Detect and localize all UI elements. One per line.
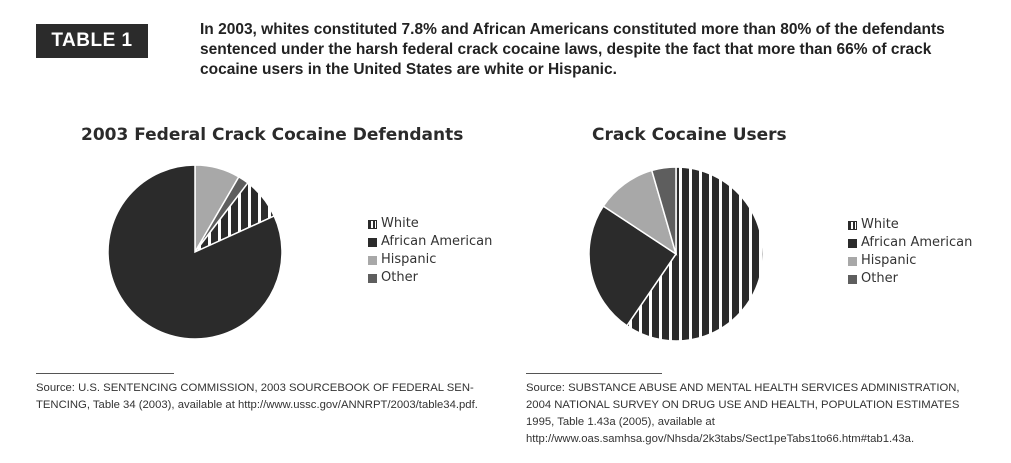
- chart-2-title: Crack Cocaine Users: [592, 125, 787, 145]
- legend-label: Other: [861, 271, 898, 286]
- hispanic-swatch: [368, 255, 377, 265]
- african-american-swatch: [848, 238, 857, 248]
- chart-2-pie: [588, 166, 764, 342]
- pie-slice-other: [650, 166, 677, 255]
- hispanic-swatch: [848, 256, 857, 266]
- other-swatch: [368, 273, 377, 283]
- white-swatch: [848, 220, 857, 230]
- source-line: Source: SUBSTANCE ABUSE AND MENTAL HEALT…: [526, 382, 960, 394]
- chart-2-legend: White African American Hispanic Other: [848, 216, 972, 288]
- legend-item-african-american: African American: [848, 234, 972, 252]
- legend-label: African American: [381, 234, 493, 249]
- chart-1-title: 2003 Federal Crack Cocaine Defendants: [81, 125, 464, 145]
- pie-slice-white: [625, 166, 764, 342]
- source-line: TENCING, Table 34 (2003), available at h…: [36, 399, 478, 411]
- source-line: Source: U.S. SENTENCING COMMISSION, 2003…: [36, 382, 474, 394]
- pie-slice-african-american: [588, 205, 678, 327]
- legend-item-hispanic: Hispanic: [848, 252, 972, 270]
- headline: In 2003, whites constituted 7.8% and Afr…: [200, 21, 945, 78]
- pie-slice-african-american: [107, 164, 283, 340]
- source-line: http://www.oas.samhsa.gov/Nhsda/2k3tabs/…: [526, 433, 915, 445]
- source-note-1: Source: U.S. SENTENCING COMMISSION, 2003…: [36, 380, 478, 414]
- legend-item-hispanic: Hispanic: [368, 251, 492, 269]
- footnote-rule: [526, 373, 662, 374]
- legend-label: African American: [861, 235, 973, 250]
- other-swatch: [848, 274, 857, 284]
- white-swatch: [368, 219, 377, 229]
- legend-item-african-american: African American: [368, 233, 492, 251]
- source-line: 1995, Table 1.43a (2005), available at: [526, 416, 715, 428]
- legend-label: Hispanic: [381, 252, 437, 267]
- legend-label: White: [861, 217, 899, 232]
- legend-item-other: Other: [368, 269, 492, 287]
- african-american-swatch: [368, 237, 377, 247]
- legend-item-other: Other: [848, 270, 972, 288]
- legend-label: White: [381, 216, 419, 231]
- source-note-2: Source: SUBSTANCE ABUSE AND MENTAL HEALT…: [526, 380, 960, 448]
- legend-item-white: White: [368, 215, 492, 233]
- legend-label: Other: [381, 270, 418, 285]
- source-line: 2004 NATIONAL SURVEY ON DRUG USE AND HEA…: [526, 399, 960, 411]
- chart-1-legend: White African American Hispanic Other: [368, 215, 492, 287]
- table-badge: TABLE 1: [36, 24, 148, 58]
- footnote-rule: [36, 373, 174, 374]
- chart-1-pie: [107, 164, 283, 340]
- legend-label: Hispanic: [861, 253, 917, 268]
- legend-item-white: White: [848, 216, 972, 234]
